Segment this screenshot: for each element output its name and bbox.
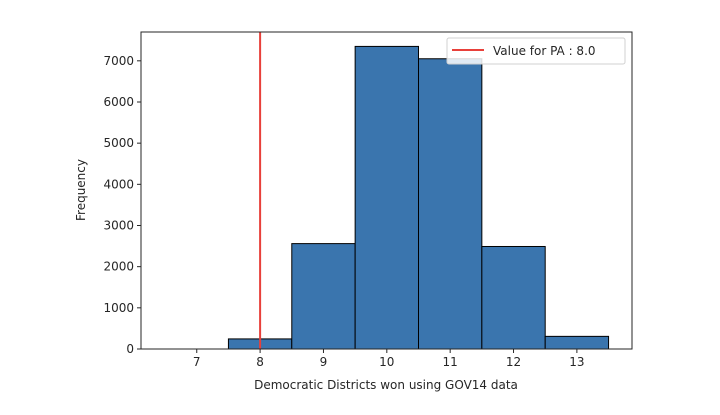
bars-group xyxy=(227,45,610,350)
histogram-bar-12 xyxy=(481,245,546,350)
x-tick-label: 8 xyxy=(256,355,264,369)
histogram-bar-9 xyxy=(291,243,356,350)
histogram-bar-10 xyxy=(354,45,419,350)
histogram-bar-13 xyxy=(544,335,610,350)
y-tick-label: 2000 xyxy=(103,260,134,274)
y-tick-label: 5000 xyxy=(103,136,134,150)
x-ticks: 7 8 9 10 11 12 13 xyxy=(193,349,585,369)
x-axis-label: Democratic Districts won using GOV14 dat… xyxy=(254,378,518,392)
y-ticks: 0 1000 2000 3000 4000 5000 6000 7000 xyxy=(103,54,141,356)
y-tick-label: 1000 xyxy=(103,301,134,315)
y-tick-label: 3000 xyxy=(103,218,134,232)
x-tick-label: 7 xyxy=(193,355,201,369)
histogram-bar-11 xyxy=(417,58,483,350)
x-tick-label: 9 xyxy=(320,355,328,369)
x-tick-label: 13 xyxy=(569,355,584,369)
legend-box xyxy=(446,37,626,65)
y-tick-label: 0 xyxy=(126,342,134,356)
y-tick-label: 4000 xyxy=(103,177,134,191)
y-tick-label: 6000 xyxy=(103,95,134,109)
legend: Value for PA : 8.0 xyxy=(446,37,626,65)
y-axis-label: Frequency xyxy=(74,159,88,221)
x-tick-label: 10 xyxy=(379,355,394,369)
legend-label: Value for PA : 8.0 xyxy=(493,44,596,58)
y-tick-label: 7000 xyxy=(103,54,134,68)
x-tick-label: 12 xyxy=(506,355,521,369)
x-tick-label: 11 xyxy=(443,355,458,369)
